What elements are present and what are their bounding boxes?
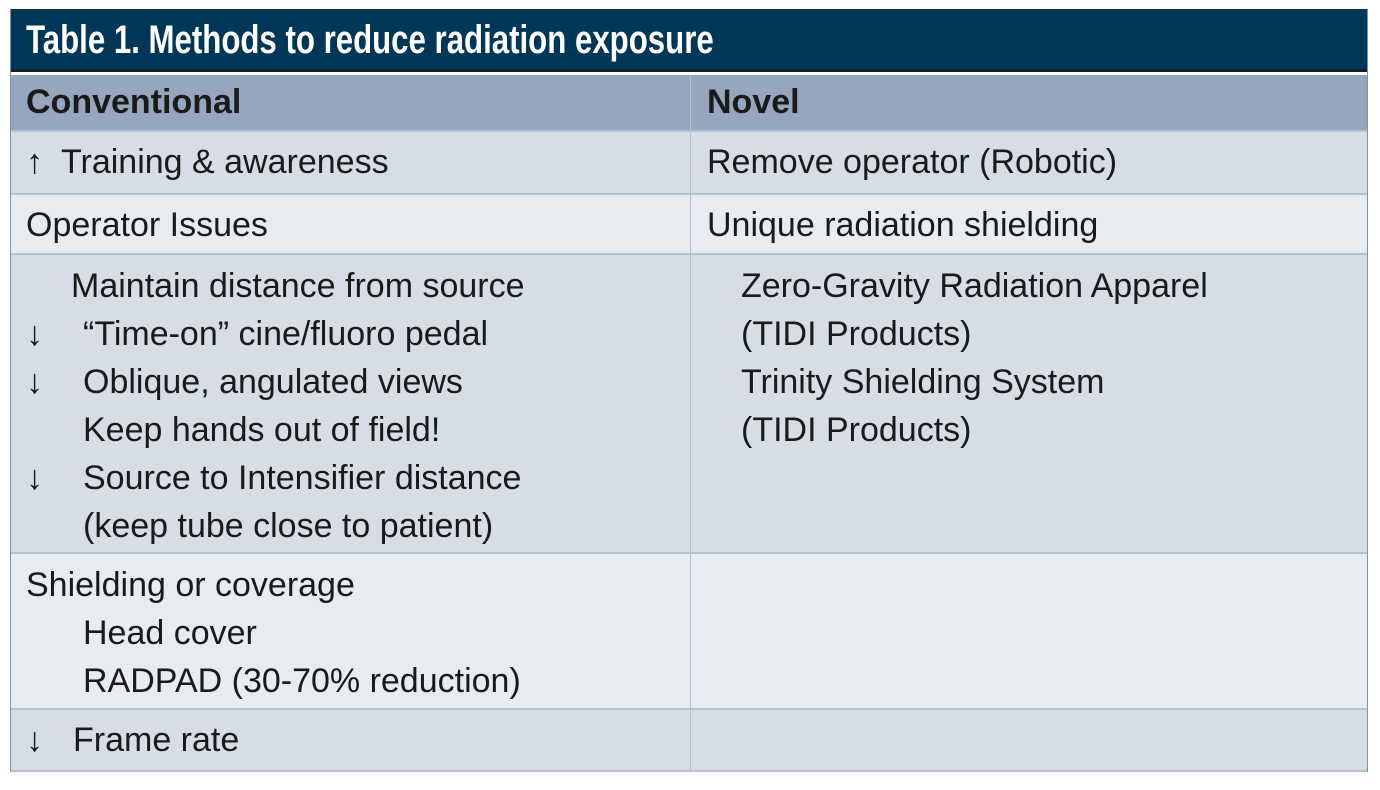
table-title-bar: Table 1. Methods to reduce radiation exp… [11, 9, 1367, 72]
arrow-down-icon: ↓ [26, 315, 43, 353]
conventional-cell: ↑ Training & awareness [11, 132, 691, 193]
arrow-down-icon: ↓ [26, 459, 43, 497]
table-title: Table 1. Methods to reduce radiation exp… [26, 18, 714, 62]
methods-table: Table 1. Methods to reduce radiation exp… [10, 9, 1368, 772]
cell-text: (TIDI Products) [741, 315, 972, 353]
arrow-down-icon: ↓ [26, 363, 43, 401]
table-row: Shielding or coverage Head cover RADPAD (3… [11, 554, 1367, 710]
cell-text: Frame rate [73, 721, 240, 759]
cell-text: Maintain distance from source [71, 267, 525, 305]
cell-text: “Time-on” cine/fluoro pedal [83, 315, 489, 353]
cell-text: Operator Issues [26, 206, 268, 244]
cell-text: Oblique, angulated views [83, 363, 463, 401]
cell-text: Shielding or coverage [26, 566, 355, 604]
table-row: ↓ Frame rate [11, 710, 1367, 772]
novel-cell: Remove operator (Robotic) [691, 132, 1369, 193]
conventional-cell: ↓ Frame rate [11, 710, 691, 770]
header-novel: Novel [691, 75, 1369, 130]
cell-text: Unique radiation shielding [707, 206, 1099, 244]
conventional-cell: Shielding or coverage Head cover RADPAD (3… [11, 554, 691, 708]
cell-text: Head cover [83, 614, 257, 652]
header-label: Conventional [26, 83, 242, 121]
cell-text: RADPAD (30-70% reduction) [83, 662, 521, 700]
header-row: Conventional Novel [11, 75, 1367, 132]
cell-text: Source to Intensifier distance [83, 459, 522, 497]
header-conventional: Conventional [11, 75, 691, 130]
conventional-cell: Maintain distance from source ↓ “Time-on” … [11, 255, 691, 552]
cell-text: Remove operator (Robotic) [707, 143, 1118, 181]
novel-cell [691, 554, 1369, 708]
cell-text: Keep hands out of field! [83, 411, 441, 449]
conventional-cell: Operator Issues [11, 195, 691, 253]
cell-text: (TIDI Products) [741, 411, 972, 449]
cell-text: Training & awareness [61, 143, 389, 181]
cell-text: Trinity Shielding System [741, 363, 1105, 401]
cell-text: Zero-Gravity Radiation Apparel [741, 267, 1208, 305]
novel-cell [691, 710, 1369, 770]
table-row: Operator Issues Unique radiation shieldin… [11, 195, 1367, 255]
novel-cell: Unique radiation shielding [691, 195, 1369, 253]
cell-text: (keep tube close to patient) [83, 507, 494, 545]
table-row: ↑ Training & awareness Remove operator (Ro… [11, 132, 1367, 195]
arrow-up-icon: ↑ [26, 143, 43, 181]
novel-cell: Zero-Gravity Radiation Apparel (TIDI Prod… [691, 255, 1369, 552]
arrow-down-icon: ↓ [26, 721, 43, 759]
header-label: Novel [707, 83, 800, 121]
table-row: Maintain distance from source ↓ “Time-on” … [11, 255, 1367, 554]
